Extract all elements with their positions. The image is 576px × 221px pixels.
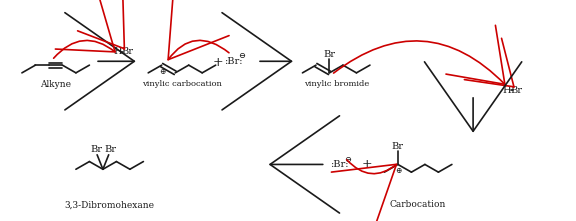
Text: Br: Br <box>121 47 133 56</box>
Text: Br: Br <box>105 145 116 154</box>
Text: Br: Br <box>392 142 404 151</box>
Text: Carbocation: Carbocation <box>390 200 446 210</box>
Text: Br: Br <box>90 145 102 154</box>
Text: vinylic bromide: vinylic bromide <box>304 80 369 88</box>
Text: ⊖: ⊖ <box>238 52 245 61</box>
Text: vinylic carbocation: vinylic carbocation <box>142 80 222 88</box>
Text: +: + <box>213 56 223 69</box>
Text: Br: Br <box>324 50 335 59</box>
Text: Alkyne: Alkyne <box>40 80 71 89</box>
Text: H: H <box>502 86 511 95</box>
Text: Br: Br <box>510 86 522 95</box>
Text: ⊖: ⊖ <box>344 156 351 164</box>
Text: :Br:: :Br: <box>331 160 349 169</box>
Text: +: + <box>362 158 372 171</box>
Text: H: H <box>113 47 122 56</box>
Text: ⊕: ⊕ <box>396 167 402 175</box>
Text: 3,3-Dibromohexane: 3,3-Dibromohexane <box>65 200 154 210</box>
Text: ⊕: ⊕ <box>160 68 166 76</box>
Text: :Br:: :Br: <box>225 57 243 66</box>
